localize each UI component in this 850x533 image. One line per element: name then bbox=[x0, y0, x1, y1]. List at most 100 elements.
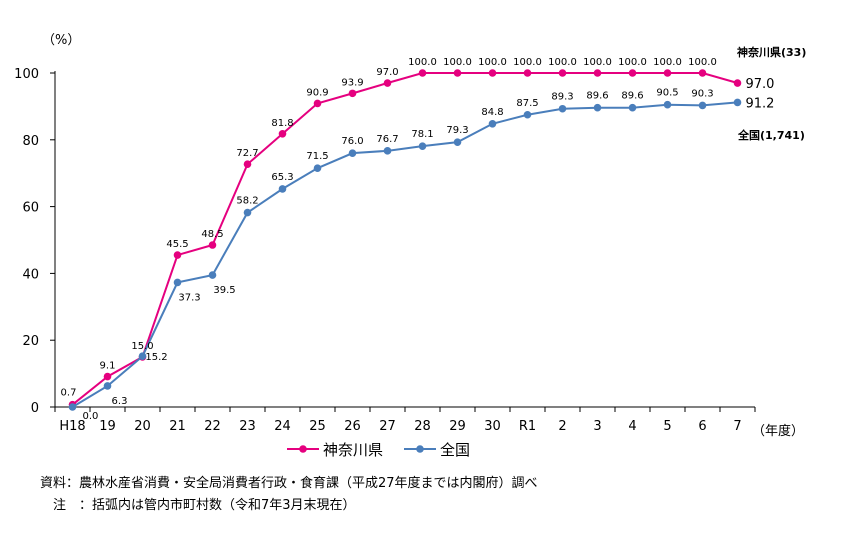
data-point bbox=[138, 352, 147, 361]
value-label-national: 76.0 bbox=[341, 136, 363, 147]
value-label-kanagawa: 100.0 bbox=[513, 57, 542, 68]
x-tick-label: 3 bbox=[593, 419, 601, 434]
data-point bbox=[593, 69, 602, 77]
legend-label-1: 全国 bbox=[440, 441, 470, 459]
x-tick-label: 24 bbox=[274, 419, 291, 434]
value-label-kanagawa: 81.8 bbox=[271, 118, 293, 129]
series-lines bbox=[68, 69, 742, 411]
value-label-kanagawa: 90.9 bbox=[306, 87, 328, 98]
x-tick-label: 25 bbox=[309, 419, 326, 434]
data-point bbox=[453, 69, 462, 77]
value-label-national: 90.5 bbox=[656, 88, 678, 99]
data-point bbox=[243, 160, 252, 168]
data-point bbox=[68, 403, 77, 411]
y-tick-label: 0 bbox=[31, 401, 39, 416]
data-point bbox=[488, 69, 497, 77]
data-point bbox=[698, 101, 707, 110]
x-tick-label: 30 bbox=[484, 419, 501, 434]
y-tick-label: 100 bbox=[14, 67, 39, 82]
value-label-national: 15.2 bbox=[145, 352, 167, 363]
x-tick-label: R1 bbox=[519, 419, 536, 434]
data-point bbox=[103, 372, 112, 381]
data-point bbox=[208, 271, 217, 279]
data-point bbox=[173, 278, 182, 287]
data-point bbox=[488, 119, 497, 128]
series-end-label-kanagawa: 神奈川県(33) bbox=[737, 45, 806, 59]
data-point bbox=[523, 69, 532, 77]
footnote: 注 ：括弧内は管内市町村数（令和7年3月末現在） bbox=[40, 498, 356, 513]
source-note: 資料：農林水産省消費・安全局消費者行政・食育課（平成27年度までは内閣府）調べ bbox=[40, 476, 538, 491]
value-label-national-last: 91.2 bbox=[746, 96, 775, 111]
x-tick-label: 26 bbox=[344, 419, 361, 434]
y-tick-label: 40 bbox=[22, 267, 39, 282]
data-point bbox=[348, 89, 357, 98]
value-label-national: 78.1 bbox=[411, 129, 433, 140]
data-point bbox=[383, 147, 392, 155]
x-tick-label: 6 bbox=[698, 419, 706, 434]
value-label-national: 39.5 bbox=[213, 285, 235, 296]
data-point bbox=[453, 138, 462, 146]
data-point bbox=[418, 69, 427, 77]
series-end-label-national: 全国(1,741) bbox=[737, 128, 805, 142]
value-label-kanagawa: 15.0 bbox=[131, 341, 153, 352]
value-label-national: 6.3 bbox=[112, 396, 128, 407]
legend-label-0: 神奈川県 bbox=[323, 441, 383, 459]
value-label-kanagawa: 72.7 bbox=[236, 148, 258, 159]
x-tick-label: 27 bbox=[379, 419, 396, 434]
y-tick-label: 20 bbox=[22, 334, 39, 349]
value-label-national: 76.7 bbox=[376, 134, 398, 145]
data-point bbox=[278, 129, 287, 138]
data-point bbox=[313, 99, 322, 108]
data-point bbox=[243, 208, 252, 217]
value-label-kanagawa: 100.0 bbox=[653, 57, 682, 68]
legend-marker-0 bbox=[299, 445, 307, 453]
data-point bbox=[418, 142, 427, 150]
value-label-national: 89.6 bbox=[586, 91, 608, 102]
x-tick-label: 22 bbox=[204, 419, 221, 434]
value-label-national: 65.3 bbox=[271, 172, 293, 183]
value-label-kanagawa: 100.0 bbox=[478, 57, 507, 68]
value-label-kanagawa: 97.0 bbox=[376, 67, 398, 78]
data-point bbox=[523, 110, 532, 119]
data-point bbox=[558, 69, 567, 77]
value-label-national: 58.2 bbox=[236, 196, 258, 207]
data-point bbox=[663, 100, 672, 109]
data-point bbox=[558, 104, 567, 113]
value-label-kanagawa: 93.9 bbox=[341, 77, 363, 88]
series-line-0 bbox=[71, 72, 738, 406]
data-point bbox=[313, 164, 322, 172]
data-point bbox=[663, 69, 672, 77]
value-label-national: 89.3 bbox=[551, 92, 573, 103]
value-label-national: 89.6 bbox=[621, 91, 643, 102]
value-label-national: 0.0 bbox=[83, 411, 99, 422]
value-label-kanagawa: 100.0 bbox=[548, 57, 577, 68]
data-point bbox=[628, 103, 637, 112]
value-label-national: 84.8 bbox=[481, 107, 503, 118]
x-tick-label: 2 bbox=[558, 419, 566, 434]
x-tick-label: 21 bbox=[169, 419, 186, 434]
value-label-national: 90.3 bbox=[691, 88, 713, 99]
value-label-kanagawa: 0.7 bbox=[61, 388, 77, 399]
x-axis-unit-label: （年度） bbox=[752, 423, 804, 439]
x-tick-label: 7 bbox=[733, 419, 741, 434]
x-tick-label: 4 bbox=[628, 419, 636, 434]
value-label-kanagawa: 100.0 bbox=[583, 57, 612, 68]
y-tick-label: 80 bbox=[22, 134, 39, 149]
data-point bbox=[733, 98, 742, 107]
value-label-kanagawa: 9.1 bbox=[100, 361, 116, 372]
y-tick-label: 60 bbox=[22, 201, 39, 216]
value-label-kanagawa: 100.0 bbox=[618, 57, 647, 68]
legend-marker-1 bbox=[416, 445, 424, 453]
value-label-national: 71.5 bbox=[306, 151, 328, 162]
end-labels: 神奈川県(33) 全国(1,741) bbox=[737, 45, 806, 142]
data-point bbox=[348, 149, 357, 157]
value-labels: 9.1 15.0 45.5 48.5 72.7 81.8 90.9 93.9 97.0 100.0… bbox=[61, 57, 775, 422]
data-point bbox=[593, 103, 602, 112]
data-point bbox=[103, 382, 112, 390]
x-tick-label: 23 bbox=[239, 419, 256, 434]
value-label-kanagawa: 45.5 bbox=[166, 239, 188, 250]
value-label-national: 87.5 bbox=[516, 98, 538, 109]
value-label-national: 79.3 bbox=[446, 125, 468, 136]
